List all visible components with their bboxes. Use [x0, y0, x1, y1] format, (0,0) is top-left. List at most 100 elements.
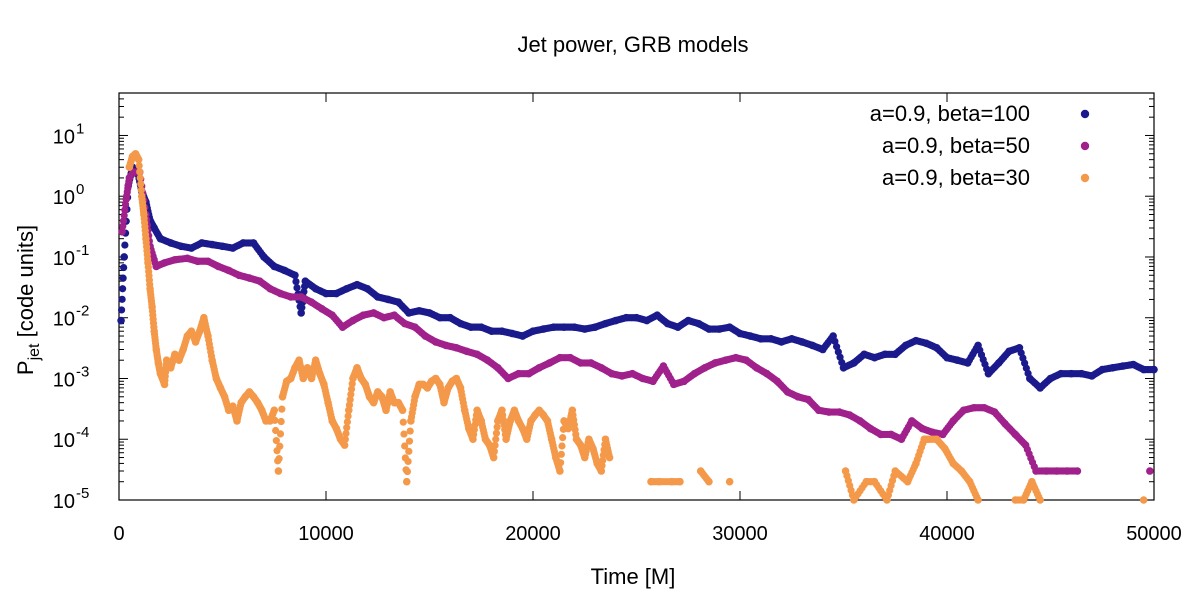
series-2-point-fill	[404, 457, 412, 466]
series-2-point-fill	[343, 418, 351, 426]
x-tick-label: 50000	[1126, 523, 1182, 545]
series-2-point-fill	[346, 396, 354, 404]
y-tick-mantissa: 10	[53, 369, 75, 391]
series-1-point-fill	[119, 217, 128, 225]
series-0-point	[1150, 365, 1158, 374]
y-tick-exponent: -5	[76, 485, 89, 502]
series-0-point-fill	[292, 277, 300, 286]
x-tick-label: 0	[113, 523, 124, 545]
y-tick-exponent: 1	[76, 120, 84, 137]
series-2	[125, 149, 1148, 504]
series-0-point-fill	[119, 285, 127, 293]
y-tick-exponent: 0	[76, 181, 84, 198]
y-tick-mantissa: 10	[53, 491, 75, 513]
x-axis: 0 10000 20000 30000 40000 50000	[113, 93, 1182, 545]
series-2-point	[489, 453, 498, 462]
series-1-point	[1146, 467, 1154, 475]
series-2-point	[725, 477, 734, 486]
legend-label-2: a=0.9, beta=30	[882, 165, 1030, 190]
y-tick-exponent: -3	[76, 363, 89, 380]
y-tick-exponent: -4	[76, 424, 89, 441]
series-2-point-fill	[341, 435, 349, 443]
series-0-point-fill	[298, 304, 306, 312]
series-2-point	[344, 406, 353, 415]
legend-label-0: a=0.9, beta=100	[870, 101, 1030, 126]
series-2-point-fill	[405, 437, 414, 445]
series-2-point-fill	[136, 174, 144, 182]
series-0-point	[291, 271, 299, 280]
series-1-point	[1073, 467, 1082, 475]
series-2-point-fill	[276, 430, 285, 438]
series-1-point-fill	[120, 211, 128, 219]
series-2-point	[398, 406, 407, 415]
series-1-point	[118, 227, 126, 236]
series-2-point-fill	[136, 168, 144, 176]
series-2-point-fill	[559, 434, 567, 442]
y-axis-label-subscript: jet	[26, 343, 43, 361]
series-2-point-fill	[343, 424, 351, 432]
legend-marker-2	[1080, 173, 1090, 183]
series-0-point-fill	[118, 295, 126, 303]
series-2-point	[1139, 496, 1148, 504]
series-2-point-fill	[275, 455, 283, 463]
series-2-point	[274, 467, 283, 475]
series-0-point-fill	[119, 274, 127, 282]
series-2-point-fill	[276, 442, 284, 450]
series-2-point-fill	[401, 442, 409, 450]
series-2-point	[1036, 496, 1044, 504]
x-tick-label: 40000	[919, 523, 975, 545]
x-axis-label: Time [M]	[591, 564, 676, 589]
y-tick-label: 10	[53, 430, 75, 452]
series-1	[118, 168, 1154, 475]
series-2-point-fill	[272, 437, 280, 445]
series-2-point	[605, 453, 614, 462]
series-2-point	[134, 155, 143, 164]
series-2-point	[402, 477, 411, 486]
y-axis-label: Pjet [code units]	[13, 225, 43, 375]
series-2-point-fill	[598, 462, 606, 470]
series-0-point-fill	[121, 241, 129, 249]
series-2-point-fill	[345, 401, 354, 409]
y-tick-label: 10	[53, 187, 75, 209]
series-2-point-fill	[278, 405, 286, 413]
series-2-point	[974, 496, 982, 504]
y-tick-label: 10	[53, 309, 75, 331]
series-0-point	[117, 316, 125, 325]
series-2-point-fill	[493, 423, 501, 431]
series-2-point-fill	[137, 186, 145, 194]
y-tick-mantissa: 10	[53, 430, 75, 452]
series-2-point	[676, 477, 684, 486]
chart-title: Jet power, GRB models	[517, 32, 748, 57]
series-2-point-fill	[271, 416, 279, 424]
x-tick-label: 30000	[712, 523, 768, 545]
series-2-point-fill	[405, 447, 413, 455]
series-2-point-fill	[492, 435, 500, 443]
series-2-point-fill	[277, 417, 285, 426]
legend-markers	[1080, 109, 1090, 183]
series-2-point-fill	[347, 385, 356, 393]
series-2-point-fill	[344, 412, 352, 420]
legend-marker-0	[1080, 109, 1090, 119]
series-2-point-fill	[557, 450, 565, 458]
series-1-point-fill	[121, 206, 129, 214]
series-2-point	[705, 477, 713, 486]
series-0-point	[297, 309, 305, 317]
data-points	[117, 149, 1158, 504]
series-0-point-fill	[293, 284, 301, 292]
series-2-point-fill	[490, 447, 498, 456]
series-2-point-fill	[399, 418, 407, 426]
y-axis-label-main: P	[13, 360, 38, 375]
series-0-point-fill	[120, 263, 128, 272]
series-2-point-fill	[347, 390, 355, 398]
y-tick-label: 10	[53, 126, 75, 148]
y-tick-label: 10	[53, 248, 75, 270]
y-tick-mantissa: 10	[53, 248, 75, 270]
series-2-point-fill	[491, 441, 499, 449]
series-2-point-fill	[406, 427, 414, 435]
y-tick-exponent: -1	[76, 242, 89, 259]
y-tick-mantissa: 10	[53, 309, 75, 331]
y-axis-label-units: [code units]	[13, 225, 38, 344]
series-2-point	[556, 467, 564, 475]
